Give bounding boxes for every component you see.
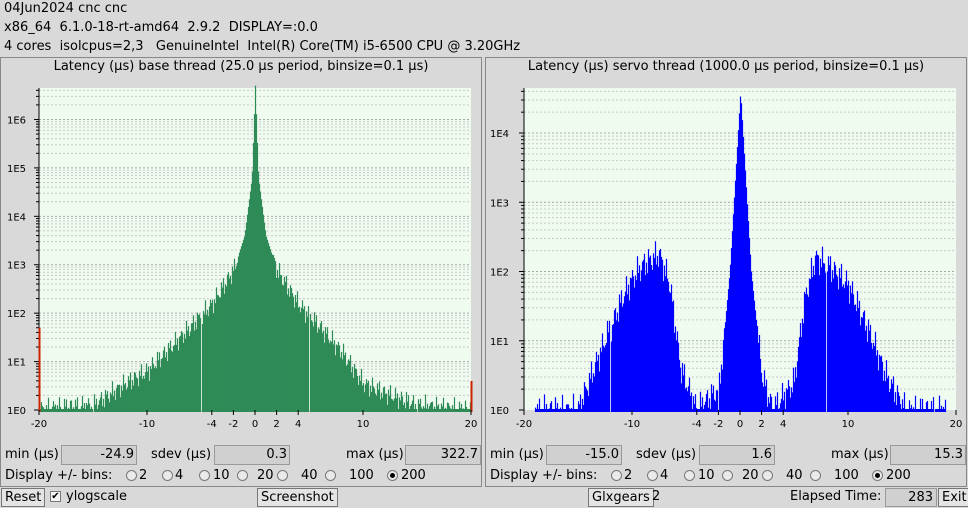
glxgears-button[interactable]: Glxgears <box>588 488 654 507</box>
bins-radio-200[interactable] <box>387 470 398 481</box>
bins-radio-label: 20 <box>257 468 274 483</box>
bins-radio-label: 100 <box>834 468 859 483</box>
bins-radio-4[interactable] <box>162 470 173 481</box>
check-icon: ✔ <box>51 491 60 502</box>
bins-radio-label: 200 <box>401 468 426 483</box>
bins-radio-100[interactable] <box>810 470 821 481</box>
y-tick-label: 1E0 <box>490 406 509 417</box>
y-tick-label: 1E4 <box>7 212 26 223</box>
y-tick-label: 1E3 <box>7 261 26 272</box>
bins-radio-label: 2 <box>139 468 148 483</box>
bins-radio-label: 20 <box>742 468 759 483</box>
min-label: min (µs) <box>490 447 544 462</box>
elapsed-value: 283 <box>885 488 937 507</box>
x-tick-label: -10 <box>624 419 640 430</box>
bins-radio-label: 4 <box>175 468 184 483</box>
bins-radio-20[interactable] <box>722 470 733 481</box>
sdev-label: sdev (µs) <box>636 447 697 462</box>
bins-radio-label: 2 <box>624 468 633 483</box>
y-tick-label: 1E2 <box>7 309 26 320</box>
bins-label: Display +/- bins: <box>5 468 113 483</box>
y-tick-label: 1E1 <box>7 358 26 369</box>
min-value: -24.9 <box>61 445 137 465</box>
y-tick-label: 1E3 <box>490 198 509 209</box>
x-tick-label: 0 <box>252 419 258 430</box>
x-tick-label: 20 <box>950 419 963 430</box>
max-value: 322.7 <box>405 445 481 465</box>
bins-radio-200[interactable] <box>872 470 883 481</box>
base-thread-title: Latency (µs) base thread (25.0 µs period… <box>53 59 429 74</box>
bottom-bar: Reset ✔ ylogscale Screenshot Glxgears 2 … <box>0 487 968 508</box>
bins-radio-40[interactable] <box>762 470 773 481</box>
cpu-info: 4 cores isolcpus=2,3 GenuineIntel Intel(… <box>4 39 521 54</box>
servo-thread-title: Latency (µs) servo thread (1000.0 µs per… <box>527 59 925 74</box>
x-tick-label: 10 <box>842 419 855 430</box>
bins-radio-100[interactable] <box>325 470 336 481</box>
kernel-info: x86_64 6.1.0-18-rt-amd64 2.9.2 DISPLAY=:… <box>4 20 318 35</box>
x-tick-label: -20 <box>516 419 532 430</box>
bins-radio-label: 10 <box>698 468 715 483</box>
sdev-label: sdev (µs) <box>151 447 212 462</box>
ylogscale-label: ylogscale <box>66 489 128 504</box>
x-tick-label: -4 <box>207 419 217 430</box>
y-tick-label: 1E1 <box>490 337 509 348</box>
bins-radio-10[interactable] <box>199 470 210 481</box>
exit-button[interactable]: Exit <box>938 488 968 507</box>
min-label: min (µs) <box>5 447 59 462</box>
bins-radio-label: 40 <box>786 468 803 483</box>
reset-button[interactable]: Reset <box>1 488 46 507</box>
bins-radio-10[interactable] <box>684 470 695 481</box>
base-thread-stats: min (µs) -24.9 sdev (µs) 0.3 max (µs) 32… <box>1 445 481 465</box>
max-value: 15.3 <box>890 445 966 465</box>
bins-label: Display +/- bins: <box>490 468 598 483</box>
x-tick-label: -4 <box>692 419 702 430</box>
max-label: max (µs) <box>831 447 889 462</box>
x-tick-label: -2 <box>228 419 238 430</box>
bins-radio-label: 100 <box>349 468 374 483</box>
bins-radio-4[interactable] <box>647 470 658 481</box>
y-tick-label: 1E2 <box>490 268 509 279</box>
bins-radio-20[interactable] <box>237 470 248 481</box>
bins-radio-40[interactable] <box>277 470 288 481</box>
servo-thread-panel: Latency (µs) servo thread (1000.0 µs per… <box>485 57 967 487</box>
x-tick-label: -10 <box>139 419 155 430</box>
x-tick-label: 20 <box>465 419 478 430</box>
bins-radio-2[interactable] <box>126 470 137 481</box>
servo-thread-stats: min (µs) -15.0 sdev (µs) 1.6 max (µs) 15… <box>486 445 966 465</box>
bins-selector: Display +/- bins: 2 4 10 20 40 100 200 <box>1 467 481 485</box>
bins-radio-label: 4 <box>660 468 669 483</box>
ylogscale-checkbox[interactable]: ✔ <box>50 491 61 502</box>
x-tick-label: 2 <box>273 419 279 430</box>
bins-radio-2[interactable] <box>611 470 622 481</box>
bins-selector: Display +/- bins: 2 4 10 20 40 100 200 <box>486 467 966 485</box>
y-tick-label: 1E6 <box>7 115 26 126</box>
max-label: max (µs) <box>346 447 404 462</box>
bins-radio-label: 200 <box>886 468 911 483</box>
y-tick-label: 1E0 <box>7 406 26 417</box>
x-tick-label: -2 <box>713 419 723 430</box>
x-tick-label: -20 <box>31 419 47 430</box>
y-tick-label: 1E4 <box>490 129 509 140</box>
x-tick-label: 4 <box>780 419 786 430</box>
min-value: -15.0 <box>546 445 622 465</box>
base-thread-panel: Latency (µs) base thread (25.0 µs period… <box>0 57 482 487</box>
host-info: 04Jun2024 cnc cnc <box>4 1 128 16</box>
glxgears-count: 2 <box>652 489 661 504</box>
bins-radio-label: 40 <box>301 468 318 483</box>
sdev-value: 1.6 <box>699 445 775 465</box>
x-tick-label: 10 <box>357 419 370 430</box>
screenshot-button[interactable]: Screenshot <box>257 488 338 507</box>
x-tick-label: 2 <box>758 419 764 430</box>
elapsed-label: Elapsed Time: <box>790 489 882 504</box>
sdev-value: 0.3 <box>214 445 290 465</box>
bins-radio-label: 10 <box>213 468 230 483</box>
x-tick-label: 0 <box>737 419 743 430</box>
x-tick-label: 4 <box>295 419 301 430</box>
y-tick-label: 1E5 <box>7 164 26 175</box>
